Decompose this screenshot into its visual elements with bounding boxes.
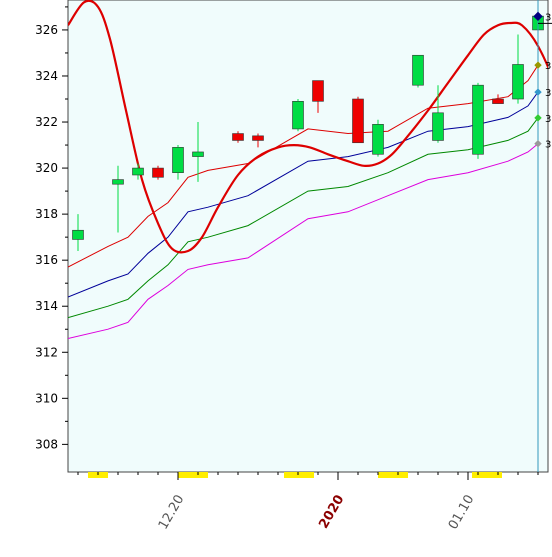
candle-body bbox=[172, 147, 184, 173]
candle bbox=[492, 94, 504, 104]
band-line-bottom bbox=[68, 143, 539, 339]
last-value-marker bbox=[534, 139, 542, 148]
candle bbox=[132, 163, 144, 180]
candle bbox=[412, 54, 424, 88]
y-tick-label: 310 bbox=[35, 391, 58, 405]
candle-body bbox=[412, 54, 424, 86]
y-axis: 308 310 312 314 316 318 320 322 324 326 bbox=[35, 6, 68, 451]
week-marker bbox=[284, 472, 314, 478]
candle-body bbox=[132, 167, 144, 176]
x-axis: 12.20 2020 01.10 bbox=[77, 472, 539, 533]
band-line-lower bbox=[68, 117, 539, 319]
oscillator-line bbox=[68, 0, 548, 254]
x-tick-label: 01.10 bbox=[446, 493, 478, 533]
week-markers bbox=[88, 472, 502, 478]
candle bbox=[232, 131, 244, 143]
y-tick-label: 320 bbox=[35, 161, 58, 175]
y-tick-label: 326 bbox=[35, 23, 58, 37]
last-value-label: 322.18 bbox=[545, 114, 552, 125]
candle bbox=[472, 82, 484, 159]
last-value-marker bbox=[534, 88, 542, 96]
week-marker bbox=[472, 472, 502, 478]
last-value-label: 321.06 bbox=[545, 140, 552, 151]
candle-body bbox=[432, 112, 444, 141]
candle bbox=[312, 80, 324, 113]
y-tick-label: 316 bbox=[35, 253, 58, 267]
x-tick-label: 12.20 bbox=[156, 493, 188, 533]
week-marker bbox=[178, 472, 208, 478]
plot-area bbox=[67, 0, 549, 473]
last-value-label: 323.30 bbox=[545, 88, 552, 99]
candle-body bbox=[292, 101, 304, 130]
y-tick-label: 322 bbox=[35, 115, 58, 129]
candle bbox=[192, 122, 204, 182]
candle-body bbox=[112, 179, 124, 185]
y-tick-label: 308 bbox=[35, 437, 58, 451]
candle bbox=[432, 85, 444, 143]
candle-body bbox=[492, 98, 504, 104]
last-values-layer: 326.59 324.47 323.30 322.18 321.06 bbox=[533, 11, 552, 151]
candle-body bbox=[252, 135, 264, 141]
last-value-label: 326.59 bbox=[545, 12, 552, 23]
candle bbox=[72, 214, 84, 251]
week-marker bbox=[378, 472, 408, 478]
candle-body bbox=[232, 133, 244, 141]
candle-body bbox=[372, 124, 384, 155]
x-tick-label: 2020 bbox=[316, 493, 347, 532]
last-value-marker bbox=[533, 11, 543, 22]
candle-body bbox=[472, 84, 484, 155]
candle bbox=[512, 34, 524, 104]
candle-body bbox=[192, 151, 204, 157]
candle bbox=[372, 119, 384, 157]
y-tick-label: 324 bbox=[35, 69, 58, 83]
candle bbox=[172, 145, 184, 180]
last-value-marker bbox=[534, 61, 542, 69]
candle-body bbox=[72, 229, 84, 240]
candle bbox=[352, 96, 364, 144]
y-tick-label: 314 bbox=[35, 299, 58, 313]
band-line-middle bbox=[68, 91, 539, 298]
bands-layer bbox=[68, 64, 539, 339]
candle bbox=[292, 99, 304, 132]
oscillator-layer bbox=[68, 0, 548, 254]
last-value-label: 324.47 bbox=[545, 61, 552, 72]
candle bbox=[152, 165, 164, 180]
candle bbox=[112, 165, 124, 233]
candle-body bbox=[512, 64, 524, 100]
candle bbox=[252, 133, 264, 148]
y-tick-label: 318 bbox=[35, 207, 58, 221]
band-line-upper bbox=[68, 64, 539, 268]
candle-body bbox=[352, 98, 364, 144]
y-tick-label: 312 bbox=[35, 345, 58, 359]
candle-body bbox=[312, 80, 324, 102]
last-value-marker bbox=[534, 114, 542, 122]
candle-body bbox=[152, 167, 164, 178]
